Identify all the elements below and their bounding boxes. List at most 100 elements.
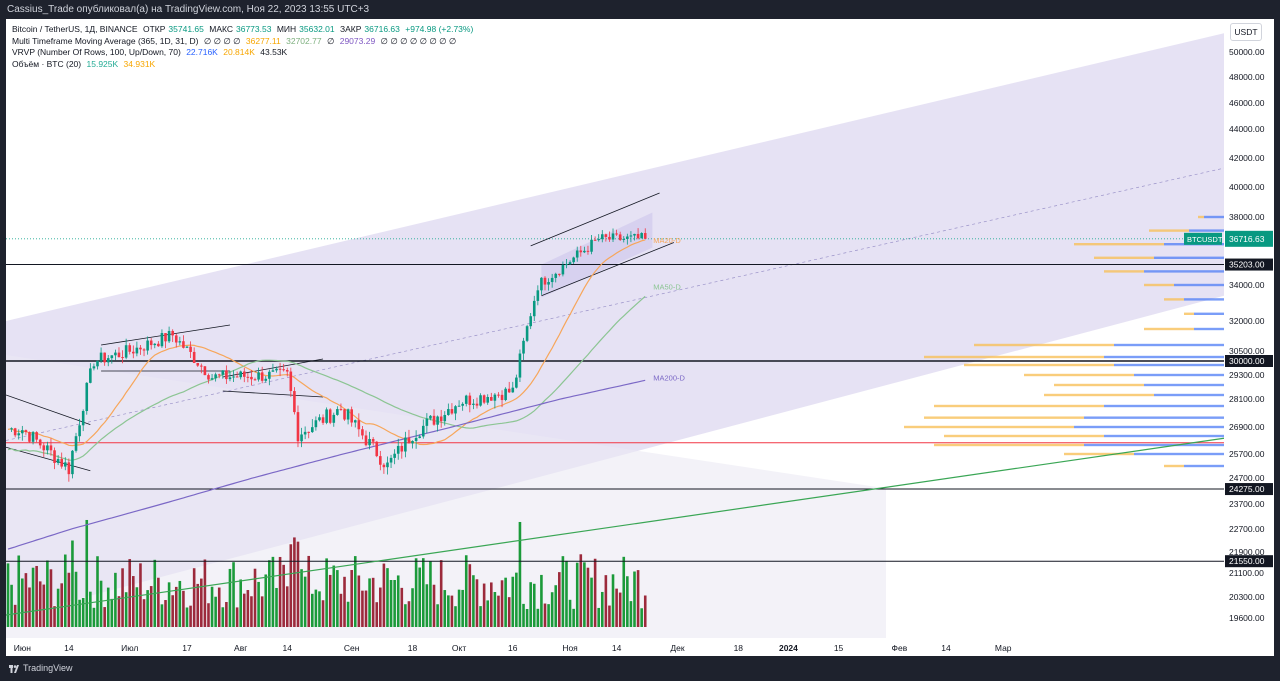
candle-body <box>643 233 647 239</box>
price-tick-label: 32000.00 <box>1229 316 1265 326</box>
candle-body <box>353 420 357 423</box>
level-tag-label: 21550.00 <box>1229 556 1265 566</box>
volume-bar <box>235 607 239 627</box>
volume-bar <box>210 586 214 627</box>
candle-body <box>153 343 157 346</box>
candle-body <box>285 370 289 372</box>
candle-body <box>393 453 396 458</box>
candle-body <box>196 363 200 366</box>
candle-body <box>400 445 404 452</box>
candle-body <box>221 370 225 375</box>
flag-line <box>222 390 324 398</box>
candle-body <box>414 437 418 442</box>
high-label: МАКС <box>209 24 233 34</box>
time-tick-label: Ноя <box>562 643 578 653</box>
tradingview-logo-icon <box>9 664 19 673</box>
volume-bar <box>63 554 67 627</box>
volume-bar <box>46 560 49 627</box>
candle-body <box>346 409 350 420</box>
legend-vrvp-row[interactable]: VRVP (Number Of Rows, 100, Up/Down, 70) … <box>12 47 476 59</box>
candle-body <box>85 382 89 412</box>
volume-bar <box>611 574 615 627</box>
tradingview-logo[interactable]: TradingView <box>9 656 73 681</box>
last-price-value: 36716.63 <box>1229 234 1265 244</box>
volume-bar <box>31 567 35 627</box>
volume-profile-up-row <box>1114 363 1224 367</box>
price-chart[interactable]: MA20-D MA50-D MA200-D 50000.00 48000.00 4600… <box>6 19 1274 656</box>
long-trendline <box>6 437 1225 616</box>
volume-bar <box>253 568 257 627</box>
candle-body <box>486 397 490 403</box>
time-tick-label: 14 <box>64 643 74 653</box>
volume-bar <box>550 592 554 627</box>
candle-body <box>257 372 260 380</box>
volume-bar <box>353 556 357 627</box>
candle-body <box>282 369 285 371</box>
ma-label: MA200-D <box>653 373 685 382</box>
candle-body <box>436 416 439 425</box>
legend-mtfma-row[interactable]: Multi Timeframe Moving Average (365, 1D,… <box>12 36 476 48</box>
volume-bar <box>472 575 475 627</box>
volume-profile-down-row <box>1164 298 1184 301</box>
candle-body <box>56 459 60 463</box>
volume-bar <box>271 556 275 627</box>
legend-volume-row[interactable]: Объём · BTC (20) 15.925K 34.931K <box>12 59 476 71</box>
volume-bar <box>572 608 575 627</box>
candle-body <box>439 416 443 422</box>
volume-profile-up-row <box>1074 425 1224 429</box>
volume-bar <box>174 586 178 627</box>
candle-body <box>307 431 311 433</box>
open-label: ОТКР <box>142 24 166 34</box>
volume-bar <box>425 584 429 627</box>
ma20-line <box>7 239 646 447</box>
candle-body <box>497 394 500 396</box>
mtfma-value-1: 36277.11 <box>245 35 281 46</box>
currency-button[interactable]: USDT <box>1230 23 1262 41</box>
volume-bar <box>103 607 106 627</box>
volume-profile-down-row <box>934 443 1084 447</box>
volume-bar <box>13 604 17 627</box>
candle-body <box>203 366 207 376</box>
volume-profile-down-row <box>1104 270 1144 273</box>
candle-body <box>532 300 536 317</box>
price-tick-label: 22700.00 <box>1229 524 1265 534</box>
volume-bar <box>633 571 636 627</box>
volume-bar <box>311 593 314 627</box>
candle-body <box>78 425 81 437</box>
candle-body <box>132 351 135 354</box>
low-label: МИН <box>276 24 297 34</box>
volume-bar <box>529 582 532 627</box>
candle-body <box>522 340 525 354</box>
volume-bar <box>464 555 468 627</box>
chart-panel[interactable]: MA20-D MA50-D MA200-D 50000.00 48000.00 4600… <box>6 19 1274 656</box>
volume-bar <box>71 540 74 627</box>
volume-bar <box>407 601 411 627</box>
volume-profile-up-row <box>1194 312 1224 315</box>
vrvp-name: VRVP (Number Of Rows, 100, Up/Down, 70) <box>12 47 181 57</box>
price-tick-label: 24700.00 <box>1229 473 1265 483</box>
volume-bar <box>636 570 640 627</box>
price-tick-label: 29300.00 <box>1229 370 1265 380</box>
candle-body <box>421 425 425 437</box>
volume-bar <box>106 587 110 627</box>
volume-bar <box>468 564 472 627</box>
volume-bar <box>246 590 250 627</box>
volume-profile-up-row <box>1084 416 1224 419</box>
volume-bar <box>232 562 235 627</box>
price-tick-label: 19600.00 <box>1229 613 1265 623</box>
volume-profile-down-row <box>934 404 1104 408</box>
volume-bar <box>439 560 443 627</box>
volume-bar <box>414 558 418 627</box>
volume-bar <box>89 591 92 627</box>
volume-profile-up-row <box>1174 283 1224 287</box>
volume-bar <box>185 607 189 627</box>
candle-body <box>404 437 407 452</box>
volume-bar <box>346 601 350 627</box>
candle-body <box>611 233 615 240</box>
candle-body <box>60 459 63 467</box>
candle-body <box>590 239 593 252</box>
volume-profile-down-row <box>1144 327 1194 331</box>
volume-bar <box>307 555 311 627</box>
level-tag <box>1225 258 1273 271</box>
price-tick-label: 21900.00 <box>1229 547 1265 557</box>
